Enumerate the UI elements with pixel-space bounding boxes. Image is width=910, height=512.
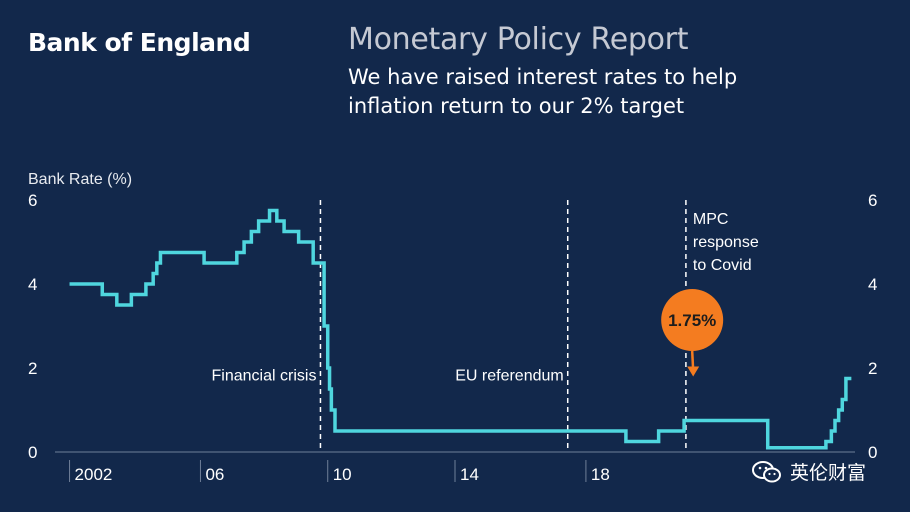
y-tick-label-left: 4 bbox=[28, 275, 37, 294]
y-tick-label-left: 2 bbox=[28, 359, 37, 378]
callout-arrow bbox=[687, 366, 700, 377]
y-tick-label-right: 2 bbox=[868, 359, 877, 378]
x-tick-label: 10 bbox=[333, 465, 352, 484]
x-tick-label: 2002 bbox=[75, 465, 113, 484]
callout-bubble bbox=[661, 289, 724, 351]
y-tick-label-right: 6 bbox=[868, 191, 877, 210]
subtitle-line-2: inflation return to our 2% target bbox=[348, 94, 685, 118]
x-tick-label: 14 bbox=[460, 465, 479, 484]
event-label: response bbox=[693, 234, 759, 251]
bank-rate-line bbox=[69, 208, 852, 450]
x-ticks: 2002 06 10 14 18 bbox=[69, 460, 610, 484]
x-tick-label: 18 bbox=[591, 465, 610, 484]
y-tick-label-right: 4 bbox=[868, 275, 877, 294]
report-title: Monetary Policy Report bbox=[348, 22, 689, 57]
latest-rate-callout: 1.75% bbox=[661, 289, 724, 377]
y-axis-label: Bank Rate (%) bbox=[28, 171, 132, 188]
watermark: 英伦财富 bbox=[752, 458, 866, 485]
bank-rate-series bbox=[69, 208, 852, 450]
brand-title: Bank of England bbox=[28, 28, 251, 57]
callout-label: 1.75% bbox=[668, 311, 716, 330]
event-label: Financial crisis bbox=[212, 368, 317, 385]
y-tick-label-right: 0 bbox=[868, 443, 877, 462]
wechat-logo-icon bbox=[752, 460, 781, 482]
subtitle-line-1: We have raised interest rates to help bbox=[348, 65, 738, 89]
event-label: to Covid bbox=[693, 257, 752, 274]
report-subtitle: We have raised interest rates to help in… bbox=[348, 63, 778, 121]
x-tick-label: 06 bbox=[205, 465, 224, 484]
event-label: MPC bbox=[693, 211, 729, 228]
y-tick-label-left: 6 bbox=[28, 191, 37, 210]
y-tick-label-left: 0 bbox=[28, 443, 37, 462]
y-ticks-left: 0 2 4 6 bbox=[28, 191, 37, 462]
watermark-text: 英伦财富 bbox=[790, 462, 867, 484]
y-ticks-right: 0 2 4 6 bbox=[868, 191, 877, 462]
event-label: EU referendum bbox=[455, 368, 564, 385]
